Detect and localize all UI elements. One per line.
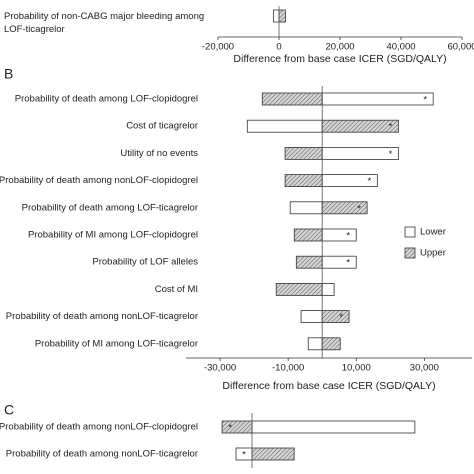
significance-marker: * [242, 450, 246, 461]
category-label: Probability of death among nonLOF-ticagr… [6, 449, 198, 460]
bar [321, 146, 399, 160]
bar [295, 255, 323, 269]
significance-marker: * [357, 203, 361, 214]
bar [321, 282, 335, 296]
significance-marker: * [423, 95, 427, 106]
bar [321, 92, 434, 106]
bar [284, 174, 323, 188]
significance-marker: * [346, 231, 350, 242]
category-label: Probability of non-CABG major bleeding a… [4, 11, 204, 35]
bar [278, 9, 286, 23]
x-tick-label: 30,000 [410, 363, 439, 374]
bar [246, 119, 323, 133]
bar [321, 310, 350, 324]
significance-marker: * [346, 258, 350, 269]
significance-marker: * [389, 122, 393, 133]
bar [321, 228, 357, 242]
panel-label: B [4, 66, 13, 82]
significance-marker: * [339, 312, 343, 323]
category-label: Probability of MI among LOF-clopidogrel [28, 230, 198, 241]
x-axis-title: Difference from base case ICER (SGD/QALY… [222, 380, 435, 392]
panel-label: C [4, 402, 14, 418]
bar [251, 420, 416, 434]
category-label: Probability of LOF alleles [92, 257, 198, 268]
x-tick-label: 20,000 [325, 42, 354, 53]
bar [275, 282, 323, 296]
x-tick-label: 40,000 [386, 42, 415, 53]
legend-swatch [404, 226, 416, 238]
x-tick-label: 60,000 [447, 42, 474, 53]
category-label: Probability of death among LOF-clopidogr… [15, 94, 198, 105]
bar [321, 337, 341, 351]
bar [261, 92, 323, 106]
category-label: Utility of no events [120, 148, 198, 159]
category-label: Probability of death among nonLOF-ticagr… [6, 311, 198, 322]
bar [300, 310, 323, 324]
bar [221, 420, 253, 434]
significance-marker: * [389, 149, 393, 160]
significance-marker: * [228, 423, 232, 434]
category-label: Cost of ticagrelor [126, 121, 198, 132]
x-tick-label: 0 [276, 42, 281, 53]
bar [251, 447, 295, 461]
x-tick-label: -30,000 [204, 363, 236, 374]
legend-label: Upper [420, 248, 446, 259]
legend-label: Lower [420, 227, 446, 238]
bar [273, 9, 280, 23]
bar [293, 228, 323, 242]
category-label: Cost of MI [155, 284, 198, 295]
bar [321, 119, 399, 133]
category-label: Probability of death among nonLOF-clopid… [0, 175, 198, 186]
legend-swatch [404, 247, 416, 259]
bar [321, 255, 357, 269]
category-label: Probability of death among nonLOF-clopid… [0, 422, 198, 433]
significance-marker: * [367, 176, 371, 187]
bar [284, 146, 323, 160]
category-label: Probability of death among LOF-ticagrelo… [22, 202, 198, 213]
category-label: Probability of MI among LOF-ticagrelor [35, 338, 198, 349]
x-tick-label: -20,000 [202, 42, 234, 53]
x-tick-label: -10,000 [272, 363, 304, 374]
x-tick-label: 10,000 [342, 363, 371, 374]
bar [289, 201, 323, 215]
x-axis-title: Difference from base case ICER (SGD/QALY… [233, 53, 446, 65]
bar [307, 337, 323, 351]
